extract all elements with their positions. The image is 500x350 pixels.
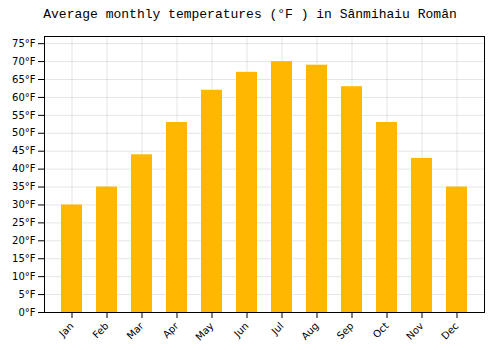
svg-text:15°F: 15°F bbox=[12, 253, 36, 264]
svg-text:20°F: 20°F bbox=[12, 235, 36, 246]
svg-text:75°F: 75°F bbox=[12, 38, 36, 49]
svg-text:70°F: 70°F bbox=[12, 56, 36, 67]
svg-text:Dec: Dec bbox=[439, 320, 460, 341]
svg-text:Jul: Jul bbox=[269, 320, 286, 337]
svg-text:5°F: 5°F bbox=[18, 289, 35, 300]
svg-text:50°F: 50°F bbox=[12, 127, 36, 138]
svg-text:Jan: Jan bbox=[56, 320, 75, 339]
html-text:Average monthly temperatures (: Average monthly temperatures (°F ) in Sâ… bbox=[43, 7, 457, 22]
svg-text:55°F: 55°F bbox=[12, 110, 36, 121]
svg-text:Oct: Oct bbox=[371, 320, 391, 340]
svg-text:May: May bbox=[193, 320, 215, 342]
svg-text:Jun: Jun bbox=[231, 320, 251, 340]
svg-text:0°F: 0°F bbox=[18, 307, 35, 318]
svg-text:60°F: 60°F bbox=[12, 92, 36, 103]
svg-text:40°F: 40°F bbox=[12, 163, 36, 174]
svg-text:Mar: Mar bbox=[125, 320, 147, 342]
svg-text:45°F: 45°F bbox=[12, 145, 36, 156]
svg-text:30°F: 30°F bbox=[12, 199, 36, 210]
svg-text:25°F: 25°F bbox=[12, 217, 36, 228]
svg-text:Nov: Nov bbox=[404, 320, 426, 342]
svg-text:Apr: Apr bbox=[161, 320, 182, 341]
svg-text:Aug: Aug bbox=[299, 320, 321, 342]
svg-text:10°F: 10°F bbox=[12, 271, 36, 282]
svg-text:35°F: 35°F bbox=[12, 181, 36, 192]
svg-text:Sep: Sep bbox=[335, 320, 356, 341]
svg-text:65°F: 65°F bbox=[12, 74, 36, 85]
svg-text:Feb: Feb bbox=[90, 320, 110, 340]
